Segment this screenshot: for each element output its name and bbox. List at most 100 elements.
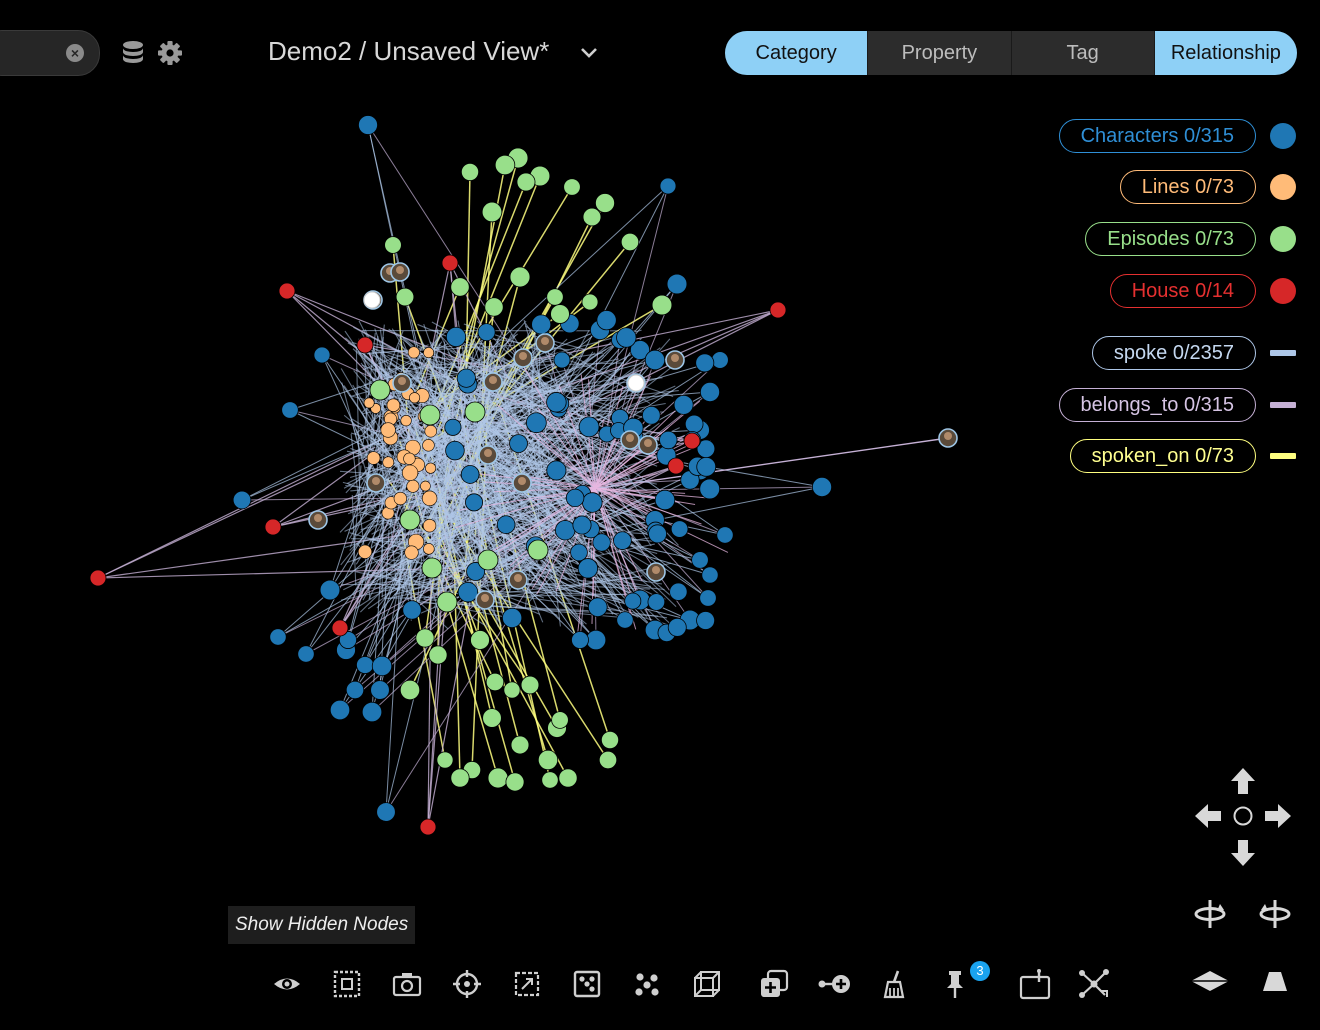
character-node[interactable] <box>659 430 678 450</box>
annotate-icon[interactable] <box>1017 966 1053 1002</box>
house-node[interactable] <box>683 432 701 450</box>
add-node-icon[interactable] <box>817 966 853 1002</box>
camera-icon[interactable] <box>389 966 425 1002</box>
character-node[interactable] <box>699 589 717 607</box>
episode-node[interactable] <box>481 201 503 223</box>
character-node[interactable] <box>457 581 479 603</box>
line-node[interactable] <box>420 480 431 492</box>
layout-icon[interactable] <box>1076 966 1112 1002</box>
character-node[interactable] <box>525 412 547 434</box>
character-node[interactable] <box>376 802 396 822</box>
character-node[interactable] <box>546 392 567 413</box>
character-node[interactable] <box>691 551 709 569</box>
line-node[interactable] <box>403 452 416 465</box>
character-node[interactable] <box>684 414 704 434</box>
chevron-down-icon[interactable] <box>580 46 598 64</box>
line-node[interactable] <box>363 397 375 409</box>
graph-canvas[interactable] <box>0 100 1040 880</box>
character-node[interactable] <box>716 526 734 544</box>
episode-node[interactable] <box>600 730 620 750</box>
line-node[interactable] <box>380 422 396 438</box>
crosshair-icon[interactable] <box>449 966 485 1002</box>
center-circle-icon[interactable] <box>1232 805 1254 832</box>
rotate-right-icon[interactable] <box>1257 896 1293 937</box>
character-node[interactable] <box>555 520 576 541</box>
episode-node[interactable] <box>482 708 502 728</box>
character-node[interactable] <box>546 460 567 481</box>
episode-node[interactable] <box>505 772 525 792</box>
tab-category[interactable]: Category <box>725 31 869 75</box>
view-title[interactable]: Demo2 / Unsaved View* <box>268 36 550 66</box>
character-node[interactable] <box>669 582 688 601</box>
episode-node[interactable] <box>541 771 559 789</box>
expand-icon[interactable] <box>509 966 545 1002</box>
cluster-icon[interactable] <box>629 966 665 1002</box>
character-node[interactable] <box>565 488 585 508</box>
character-node[interactable] <box>477 323 496 342</box>
gear-icon[interactable] <box>157 40 183 71</box>
episode-node[interactable] <box>464 401 486 423</box>
character-node[interactable] <box>711 351 729 369</box>
character-node[interactable] <box>699 478 721 500</box>
episode-node[interactable] <box>582 207 602 227</box>
cube-icon[interactable] <box>689 966 725 1002</box>
line-node[interactable] <box>366 451 381 465</box>
character-node[interactable] <box>313 346 331 364</box>
character-node[interactable] <box>358 115 378 135</box>
house-node[interactable] <box>331 619 349 637</box>
character-node[interactable] <box>647 593 666 611</box>
legend-spoken-on[interactable]: spoken_on 0/73 <box>1069 437 1296 475</box>
episode-node[interactable] <box>509 266 531 288</box>
rotate-left-icon[interactable] <box>1192 896 1228 937</box>
line-node[interactable] <box>422 519 437 533</box>
character-node[interactable] <box>502 607 523 628</box>
character-node[interactable] <box>329 699 351 721</box>
character-node[interactable] <box>666 273 688 295</box>
tilt-down-icon[interactable] <box>1190 968 1230 999</box>
episode-node[interactable] <box>428 645 448 665</box>
character-node[interactable] <box>402 600 422 620</box>
episode-node[interactable] <box>369 379 391 401</box>
episode-node[interactable] <box>487 767 509 789</box>
episode-node[interactable] <box>503 681 521 699</box>
character-node[interactable] <box>465 493 484 512</box>
tilt-up-icon[interactable] <box>1259 968 1291 999</box>
house-node[interactable] <box>769 301 787 319</box>
episode-node[interactable] <box>421 557 443 579</box>
character-node[interactable] <box>445 440 465 461</box>
episode-node[interactable] <box>651 294 673 316</box>
episode-node[interactable] <box>470 630 490 650</box>
character-node[interactable] <box>701 566 719 584</box>
legend-belongs-to[interactable]: belongs_to 0/315 <box>1058 386 1296 424</box>
episode-node[interactable] <box>450 277 470 297</box>
episode-node[interactable] <box>563 178 581 196</box>
episode-node[interactable] <box>419 404 441 426</box>
tab-property[interactable]: Property <box>868 31 1012 75</box>
episode-node[interactable] <box>477 549 499 571</box>
search-input[interactable] <box>0 30 100 76</box>
add-copy-icon[interactable] <box>756 966 792 1002</box>
pin-icon[interactable] <box>937 966 973 1002</box>
character-node[interactable] <box>571 631 589 649</box>
episode-node[interactable] <box>516 172 536 192</box>
character-node[interactable] <box>696 611 716 630</box>
episode-node[interactable] <box>485 672 505 692</box>
line-node[interactable] <box>409 392 421 404</box>
legend-characters[interactable]: Characters 0/315 <box>1058 117 1296 155</box>
character-node[interactable] <box>445 326 467 348</box>
line-node[interactable] <box>393 491 407 506</box>
episode-node[interactable] <box>620 232 640 252</box>
house-node[interactable] <box>667 457 685 475</box>
character-node[interactable] <box>667 617 687 637</box>
character-node[interactable] <box>572 515 592 535</box>
arrow-left-icon[interactable] <box>1194 802 1222 835</box>
character-node[interactable] <box>592 533 611 552</box>
episode-node[interactable] <box>399 509 421 531</box>
character-node[interactable] <box>587 597 608 617</box>
episode-node[interactable] <box>595 193 615 213</box>
line-node[interactable] <box>423 347 435 359</box>
character-node[interactable] <box>596 310 617 331</box>
episode-node[interactable] <box>558 768 578 788</box>
episode-node[interactable] <box>537 749 559 771</box>
line-node[interactable] <box>386 398 401 412</box>
